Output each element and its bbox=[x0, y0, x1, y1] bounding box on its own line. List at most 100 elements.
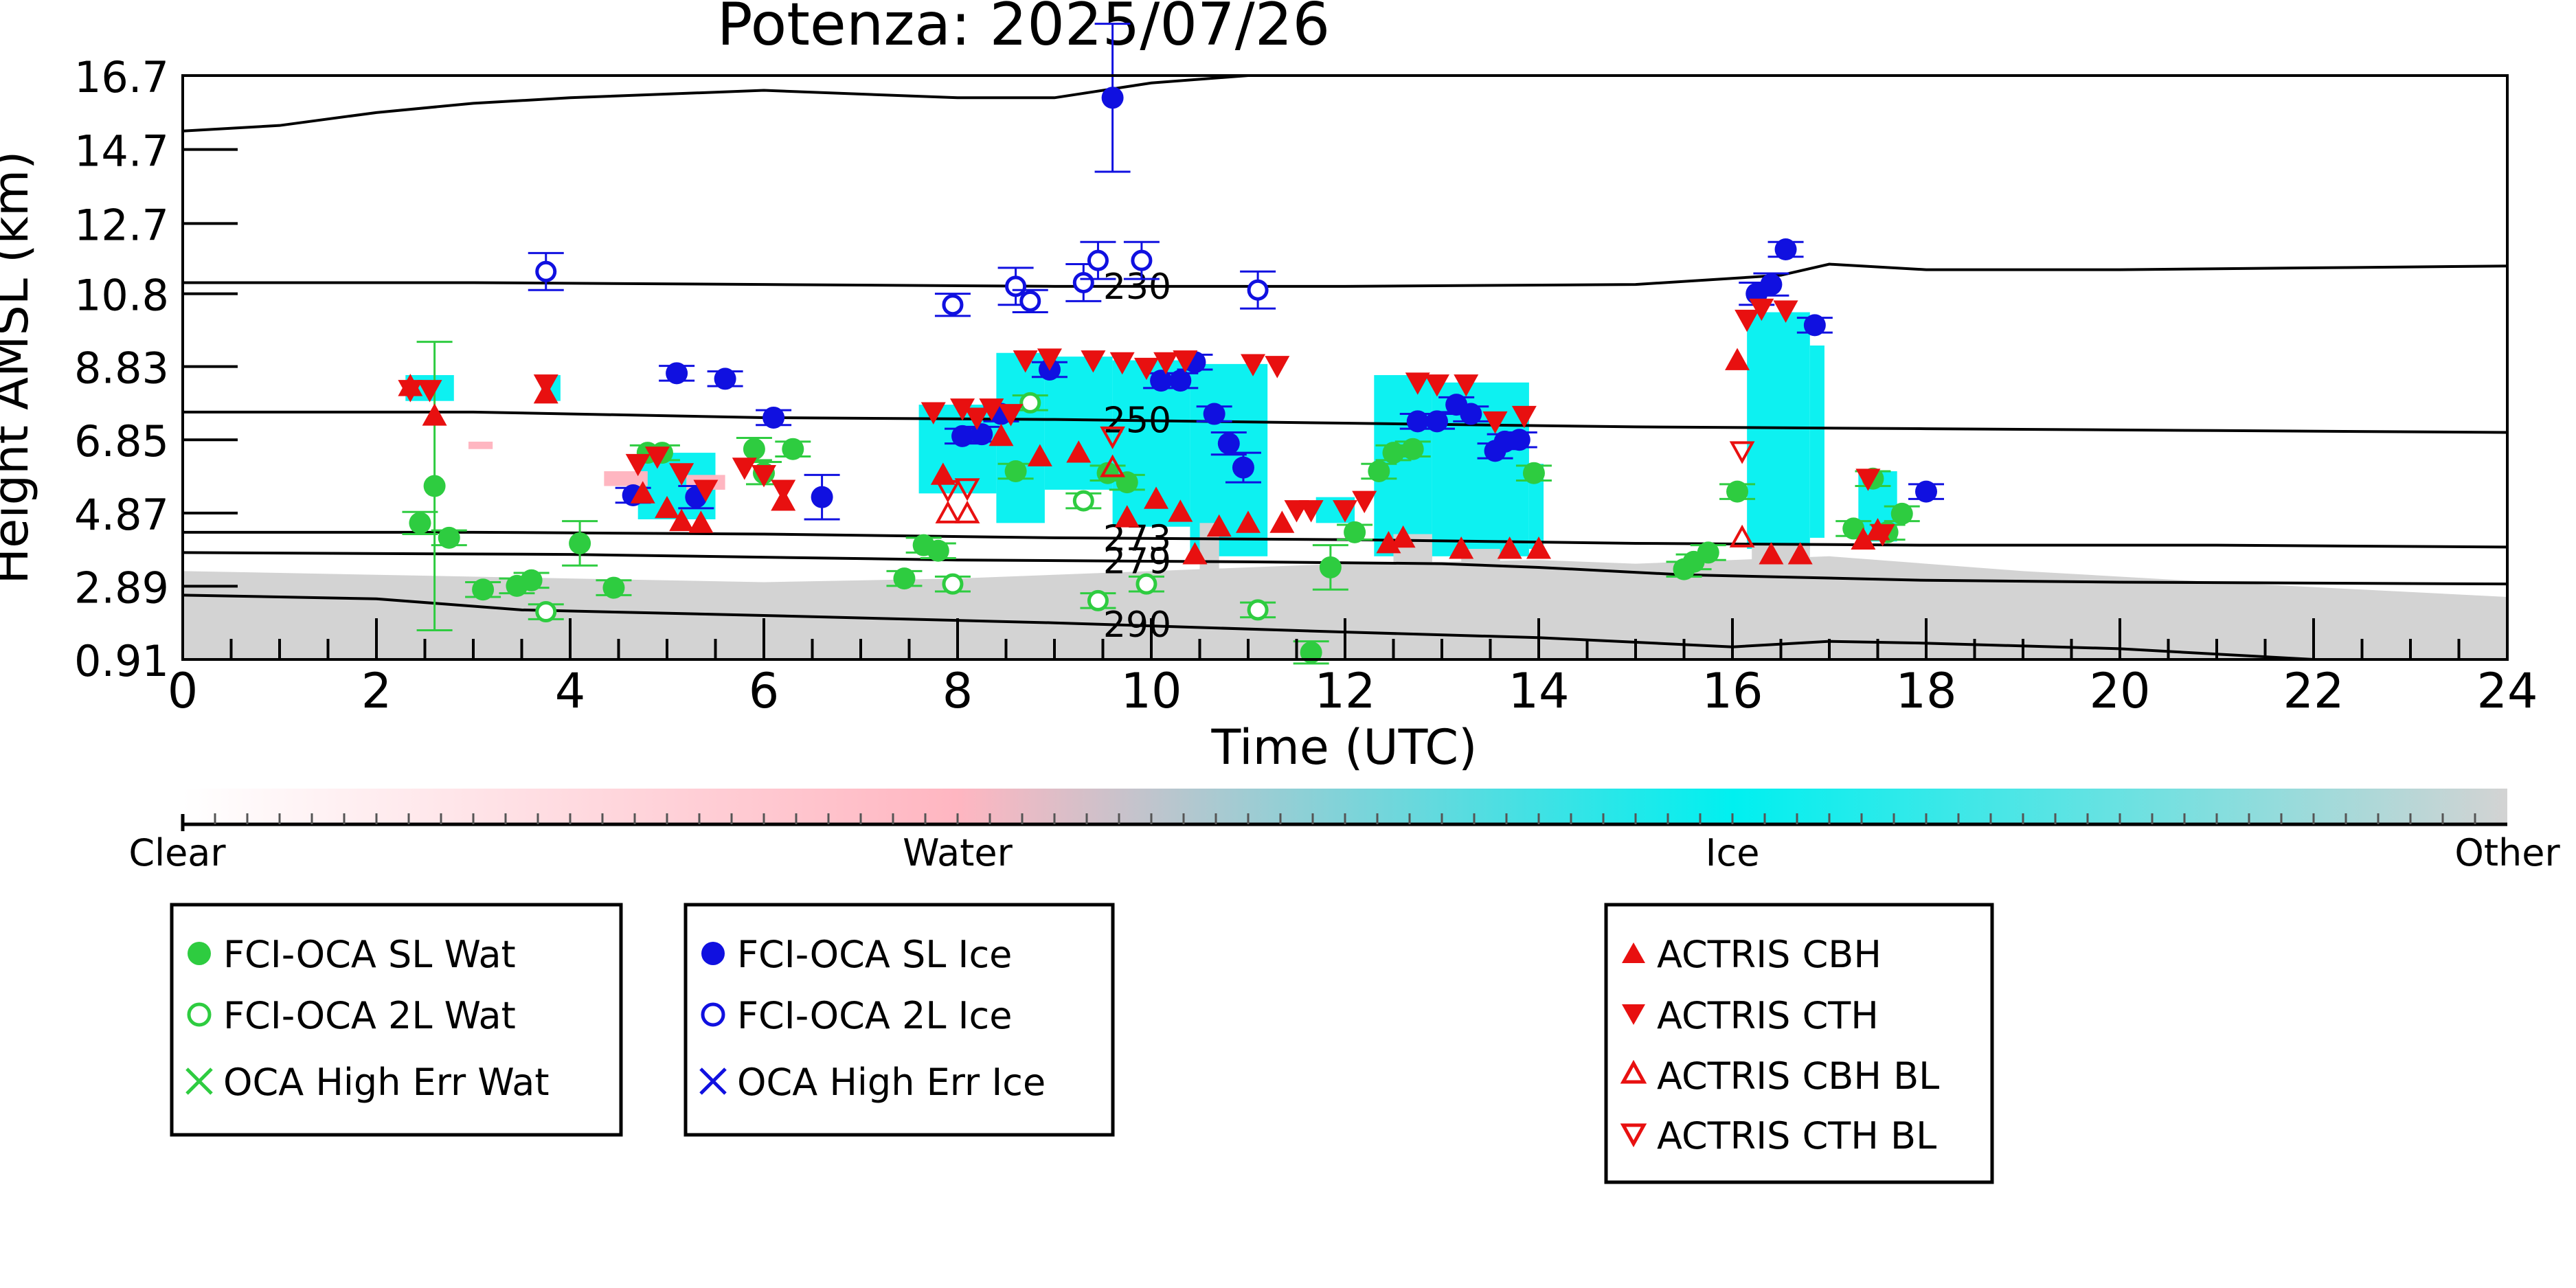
marker-fci-oca-sl-wat bbox=[1300, 641, 1322, 664]
marker-actris-cth bbox=[1855, 468, 1881, 491]
marker-actris-cth bbox=[669, 463, 694, 486]
marker-actris-cth bbox=[1870, 524, 1895, 547]
marker-fci-oca-sl-wat bbox=[1382, 442, 1405, 464]
marker-actris-cth bbox=[1081, 350, 1106, 373]
x-tick-label: 22 bbox=[2283, 663, 2344, 719]
marker-fci-oca-sl-ice bbox=[1508, 429, 1530, 451]
marker-actris-cth-bl bbox=[935, 479, 961, 504]
marker-actris-cbh bbox=[1236, 510, 1261, 533]
chart-title: Potenza: 2025/07/26 bbox=[717, 0, 1330, 59]
marker-fci-oca-2l-ice bbox=[535, 260, 557, 282]
marker-actris-cth bbox=[1749, 298, 1774, 321]
marker-actris-cbh bbox=[1449, 536, 1474, 559]
marker-fci-oca-sl-ice bbox=[1232, 456, 1254, 479]
marker-fci-oca-sl-ice bbox=[1425, 410, 1448, 433]
contour-label: 230 bbox=[1103, 267, 1171, 308]
colorbar-label-other: Other bbox=[2454, 831, 2560, 874]
marker-actris-cbh bbox=[1725, 348, 1750, 370]
x-tick-label: 12 bbox=[1314, 663, 1375, 719]
x-tick-label: 20 bbox=[2089, 663, 2150, 719]
marker-actris-cth bbox=[1265, 356, 1290, 379]
marker-fci-oca-sl-wat bbox=[1344, 521, 1366, 543]
marker-actris-cbh bbox=[422, 403, 447, 426]
marker-actris-cbh-bl bbox=[935, 500, 961, 523]
legend-label-higherr-ice: OCA High Err Ice bbox=[737, 1061, 1046, 1104]
x-tick-label: 4 bbox=[555, 663, 586, 719]
marker-actris-cth bbox=[1454, 374, 1479, 397]
y-tick-label: 16.7 bbox=[74, 52, 169, 102]
marker-fci-oca-sl-wat bbox=[602, 576, 625, 599]
marker-actris-cbh bbox=[1066, 440, 1092, 463]
marker-actris-cth bbox=[1173, 350, 1198, 373]
marker-actris-cbh bbox=[1759, 542, 1784, 565]
marker-fci-oca-sl-wat bbox=[1522, 462, 1545, 484]
colorbar-label-water: Water bbox=[903, 831, 1013, 874]
legend-ice: FCI-OCA SL Ice FCI-OCA 2L Ice OCA High E… bbox=[683, 903, 1115, 1137]
marker-actris-cbh bbox=[688, 510, 714, 533]
marker-fci-oca-sl-ice bbox=[1803, 314, 1826, 337]
colorbar-label-ice: Ice bbox=[1706, 831, 1760, 874]
marker-actris-cbh bbox=[1497, 536, 1522, 559]
marker-actris-cth bbox=[644, 447, 670, 469]
marker-actris-cth bbox=[1333, 500, 1357, 523]
legend-marker-higherr-wat bbox=[185, 1067, 213, 1095]
marker-actris-cth bbox=[1424, 374, 1449, 397]
legend-marker-sl-wat bbox=[188, 942, 211, 965]
marker-actris-cbh bbox=[1144, 486, 1169, 509]
marker-fci-oca-sl-wat bbox=[1401, 438, 1424, 460]
marker-fci-oca-sl-wat bbox=[1319, 556, 1342, 578]
marker-fci-oca-2l-ice bbox=[942, 294, 964, 316]
marker-fci-oca-2l-ice bbox=[1019, 290, 1041, 312]
marker-fci-oca-sl-ice bbox=[1460, 403, 1482, 425]
marker-actris-cth bbox=[398, 380, 423, 403]
x-tick-label: 16 bbox=[1702, 663, 1763, 719]
data-markers bbox=[398, 23, 1944, 665]
marker-fci-oca-sl-ice bbox=[1760, 273, 1783, 296]
marker-actris-cbh bbox=[1168, 499, 1193, 522]
x-tick-label: 0 bbox=[168, 663, 199, 719]
marker-fci-oca-sl-wat bbox=[782, 438, 804, 460]
marker-fci-oca-sl-ice bbox=[1169, 370, 1192, 392]
x-tick-label: 10 bbox=[1120, 663, 1182, 719]
marker-actris-cth-bl bbox=[954, 478, 980, 501]
marker-fci-oca-2l-wat bbox=[1072, 490, 1094, 512]
contour-line bbox=[183, 594, 2314, 659]
marker-actris-cbh bbox=[1390, 525, 1416, 548]
marker-fci-oca-sl-ice bbox=[1915, 480, 1937, 503]
legend-marker-higherr-ice bbox=[699, 1067, 727, 1095]
x-tick-label: 8 bbox=[942, 663, 973, 719]
marker-actris-cth bbox=[920, 402, 946, 425]
colorbar-label-clear: Clear bbox=[128, 831, 226, 874]
marker-fci-oca-2l-ice bbox=[1087, 249, 1109, 271]
marker-fci-oca-sl-wat bbox=[1726, 480, 1749, 503]
marker-actris-cth bbox=[1511, 405, 1537, 429]
marker-actris-cbh bbox=[1526, 536, 1551, 559]
marker-actris-cth bbox=[1153, 352, 1179, 375]
marker-fci-oca-2l-ice bbox=[1005, 275, 1027, 297]
marker-actris-cth bbox=[693, 479, 719, 502]
legend-marker-cth-bl bbox=[1620, 1123, 1647, 1148]
marker-actris-cth bbox=[998, 404, 1024, 427]
contour-label: 279 bbox=[1103, 541, 1171, 583]
marker-fci-oca-sl-ice bbox=[714, 368, 736, 390]
marker-fci-oca-sl-ice bbox=[1101, 87, 1124, 109]
x-tick-label: 18 bbox=[1895, 663, 1956, 719]
legend-actris: ACTRIS CBH ACTRIS CTH ACTRIS CBH BL ACTR… bbox=[1604, 903, 1994, 1184]
marker-fci-oca-sl-wat bbox=[569, 532, 591, 554]
cloud-ice-region bbox=[1528, 464, 1544, 550]
contour-label: 250 bbox=[1103, 400, 1171, 442]
marker-fci-oca-2l-ice bbox=[1247, 279, 1269, 301]
x-tick-label: 24 bbox=[2476, 663, 2538, 719]
marker-actris-cbh bbox=[1269, 510, 1295, 533]
marker-fci-oca-sl-ice bbox=[971, 423, 993, 446]
marker-fci-oca-2l-ice bbox=[1131, 249, 1153, 271]
legend-label-cth: ACTRIS CTH bbox=[1657, 994, 1879, 1037]
marker-fci-oca-sl-wat bbox=[423, 475, 446, 497]
marker-actris-cth bbox=[1037, 348, 1062, 371]
contour-line bbox=[183, 262, 2507, 288]
marker-fci-oca-sl-ice bbox=[951, 425, 974, 447]
y-tick-label: 10.8 bbox=[74, 271, 169, 321]
legend-marker-cbh-bl bbox=[1620, 1059, 1647, 1084]
marker-fci-oca-sl-wat bbox=[927, 539, 949, 562]
marker-actris-cth bbox=[979, 398, 1004, 421]
